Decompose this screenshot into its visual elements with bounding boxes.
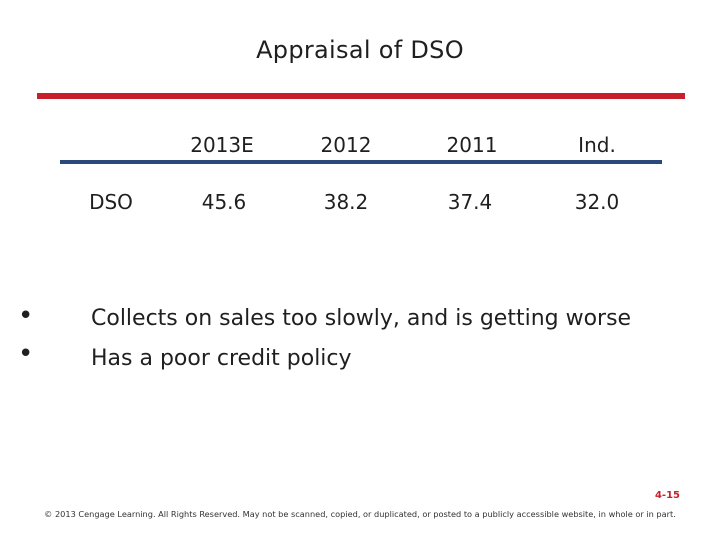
bullet-item-1: Collects on sales too slowly, and is get… xyxy=(91,306,632,331)
bullet-marker: • xyxy=(18,339,34,369)
column-header-2012: 2012 xyxy=(320,133,372,157)
dso-value-2012: 38.2 xyxy=(323,190,369,214)
dso-value-2011: 37.4 xyxy=(447,190,493,214)
title-underline-rule xyxy=(37,93,685,99)
column-header-industry: Ind. xyxy=(578,133,616,157)
table-header-rule xyxy=(60,160,662,164)
column-header-2013e: 2013E xyxy=(190,133,254,157)
slide-number: 4-15 xyxy=(654,490,680,501)
dso-value-2013e: 45.6 xyxy=(201,190,247,214)
bullet-marker: • xyxy=(18,301,34,331)
slide-title: Appraisal of DSO xyxy=(256,36,464,64)
column-header-2011: 2011 xyxy=(446,133,498,157)
copyright-notice: © 2013 Cengage Learning. All Rights Rese… xyxy=(44,509,676,519)
row-label-dso: DSO xyxy=(89,190,133,214)
dso-value-industry: 32.0 xyxy=(574,190,620,214)
bullet-item-2: Has a poor credit policy xyxy=(91,346,352,371)
